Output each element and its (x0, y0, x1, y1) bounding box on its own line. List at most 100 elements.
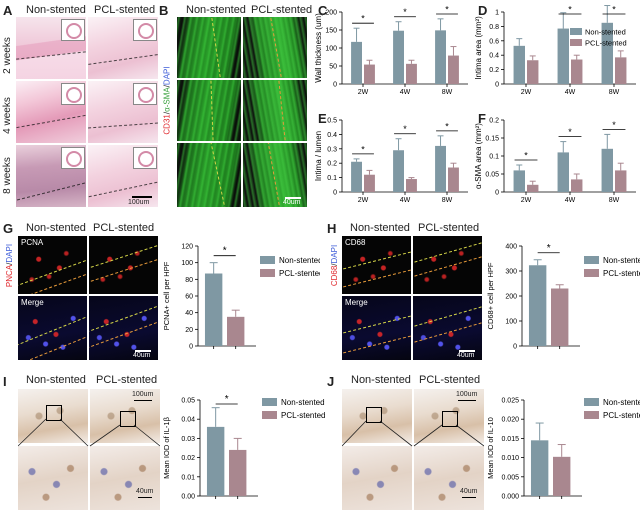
x-tick-label: 8W (442, 197, 453, 204)
significance-star: * (445, 121, 449, 131)
panel-a-col1-header: Non-stented (26, 4, 86, 16)
panel-label-g: G (3, 221, 14, 236)
bar-non-stented (393, 150, 404, 192)
bar-pcl-stented (406, 179, 417, 192)
bar-pcl-stented (527, 60, 539, 84)
bar-pcl-stented (448, 167, 459, 192)
y-axis-label: Intima / lumen (314, 131, 323, 181)
y-tick-label: 0.04 (181, 417, 195, 424)
zoom-box (120, 411, 136, 427)
zoom-box (366, 407, 382, 423)
ihc-zoom-non-stented (18, 446, 88, 510)
scale-bar (459, 350, 475, 352)
scale-bar-label: 40um (283, 199, 301, 206)
legend-swatch (262, 398, 277, 406)
bar-pcl-stented (553, 456, 571, 496)
scale-bar-label: 100um (132, 391, 154, 398)
panel-a-col2-header: PCL-stented (94, 4, 156, 16)
ihc-overview-pcl-stented-j: 100um (414, 389, 484, 443)
significance-star: * (225, 394, 229, 405)
he-image-pcl-stented-2w (88, 17, 158, 79)
zoom-connector-lines (342, 420, 484, 447)
bar-non-stented (513, 45, 525, 84)
legend-label: PCL-stented (279, 269, 320, 278)
scale-bar (285, 197, 301, 199)
ihc-overview-non-stented (18, 389, 88, 443)
bar-pcl-stented (615, 57, 627, 84)
panel-label-i: I (3, 374, 7, 389)
legend-swatch (260, 256, 275, 264)
cd68-image-pcl-stented (413, 236, 482, 294)
x-tick-label: 8W (609, 197, 620, 204)
panel-label-c: C (318, 3, 328, 18)
x-tick-label: 8W (609, 89, 620, 96)
row-label-2-weeks: 2 weeks (1, 36, 13, 74)
scale-bar-label: 100um (128, 199, 150, 206)
bar-non-stented (530, 440, 549, 496)
y-tick-label: 0 (495, 82, 499, 89)
y-tick-label: 40 (185, 310, 193, 317)
significance-star: * (223, 246, 227, 257)
he-image-non-stented-2w (16, 17, 86, 79)
he-image-non-stented-8w (16, 145, 86, 207)
panel-i-col2-header: PCL-stented (96, 374, 158, 386)
pcna-image-pcl-stented (89, 236, 158, 294)
bar-non-stented (557, 152, 569, 192)
y-tick-label: 0.03 (181, 436, 195, 443)
chart-d-intima-area: 0 0.2 0.4 0.6 0.8 1 Intima area (mm²) 2W 4W * 8W * N… (474, 5, 636, 96)
y-axis-label: Mean IOD of IL-1β (162, 416, 171, 479)
y-tick-label: 0.02 (181, 455, 195, 462)
panel-label-a: A (3, 3, 13, 18)
zoom-connector-lines (18, 418, 160, 447)
bar-non-stented (206, 426, 225, 496)
panel-label-h: H (327, 221, 337, 236)
panel-label-b: B (159, 3, 169, 18)
y-tick-label: 0.025 (501, 398, 519, 405)
scale-bar-label: 100um (456, 391, 478, 398)
x-tick-label: 4W (400, 89, 411, 96)
legend-swatch (584, 398, 599, 406)
legend-swatch (260, 269, 275, 277)
bar-pcl-stented (571, 59, 583, 84)
merge-image-non-stented: Merge (18, 296, 87, 360)
panel-g-stain-label: PNCA/DAPI (5, 243, 15, 287)
bar-non-stented (528, 265, 547, 346)
legend-swatch (570, 28, 582, 35)
panel-h-col1-header: Non-stented (350, 222, 410, 234)
x-tick-label: 2W (521, 197, 532, 204)
x-tick-label: 2W (521, 89, 532, 96)
significance-star: * (361, 144, 365, 154)
y-tick-label: 0.6 (489, 38, 499, 45)
ihc-overview-pcl-stented: 100um (90, 389, 160, 443)
scale-bar (132, 196, 152, 198)
bar-non-stented (601, 148, 613, 192)
y-tick-label: 200 (505, 294, 517, 301)
bar-non-stented (351, 41, 362, 84)
legend-label: Non-stented (585, 28, 626, 37)
merge-image-pcl-stented-h: 40um (413, 296, 482, 360)
y-tick-label: 0.05 (485, 172, 499, 179)
panel-j-col1-header: Non-stented (351, 374, 411, 386)
bar-non-stented (204, 273, 223, 346)
y-axis-label: Intima area (mm²) (474, 16, 483, 80)
zoom-box (442, 411, 458, 427)
x-tick-label: 8W (442, 89, 453, 96)
y-axis-label: Mean IOD of IL-10 (486, 417, 495, 479)
panel-label-e: E (318, 111, 327, 126)
significance-star: * (612, 5, 616, 15)
significance-star: * (445, 5, 449, 15)
y-tick-label: 0.8 (489, 24, 499, 31)
legend-label: Non-stented (603, 398, 640, 407)
legend-swatch (584, 269, 599, 277)
scale-bar-label: 40um (136, 488, 154, 495)
legend-swatch (584, 256, 599, 264)
x-tick-label: 2W (358, 89, 369, 96)
zoom-box (46, 405, 62, 421)
legend-label: Non-stented (603, 256, 640, 265)
he-image-pcl-stented-4w (88, 81, 158, 143)
panel-g-col2-header: PCL-stented (93, 222, 155, 234)
chart-f-asma-area: 0 0.05 0.1 0.15 0.2 α-SMA area (mm²) 2W * 4W * 8W * (474, 118, 636, 204)
y-axis-label: PCNA+ cell per HPF (162, 261, 171, 330)
y-tick-label: 0.2 (489, 67, 499, 74)
